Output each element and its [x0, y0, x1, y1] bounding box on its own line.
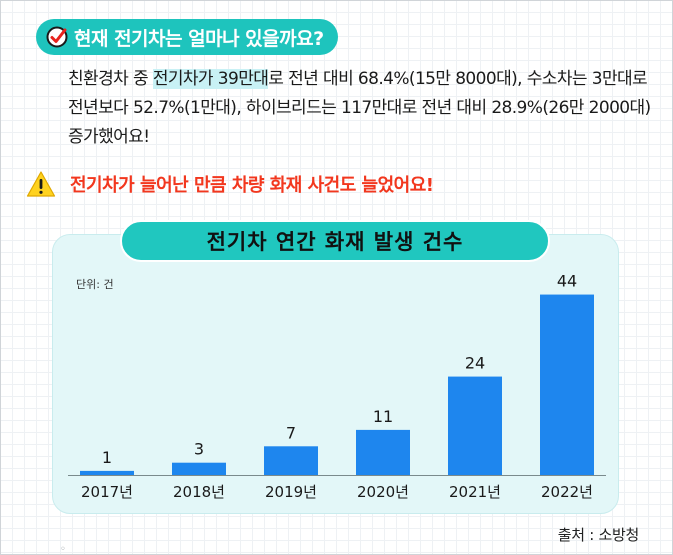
intro-paragraph: 친환경차 중 전기차가 39만대로 전년 대비 68.4%(15만 8000대)… — [68, 65, 658, 152]
tick-label-2018년: 2018년 — [173, 483, 225, 501]
paragraph-before: 친환경차 중 — [68, 69, 153, 89]
bar-2018년 — [172, 462, 226, 475]
data-label-2017년: 1 — [102, 448, 112, 467]
unit-label: 단위: 건 — [76, 278, 114, 291]
question-banner: 현재 전기차는 얼마나 있을까요? — [36, 19, 338, 55]
bar-2022년 — [540, 294, 594, 475]
bar-2020년 — [356, 429, 410, 475]
corner-mark: ◦ — [60, 544, 66, 555]
tick-label-2022년: 2022년 — [541, 483, 593, 501]
bar-2021년 — [448, 376, 502, 475]
check-icon — [46, 26, 68, 48]
source-label: 출처 : 소방청 — [557, 526, 640, 544]
data-label-2018년: 3 — [194, 440, 204, 459]
tick-label-2021년: 2021년 — [449, 483, 501, 501]
bar-2019년 — [264, 446, 318, 475]
data-label-2021년: 24 — [465, 354, 485, 373]
question-text: 현재 전기차는 얼마나 있을까요? — [74, 27, 324, 50]
data-label-2020년: 11 — [373, 407, 393, 426]
warning-icon — [26, 171, 56, 197]
tick-label-2019년: 2019년 — [265, 483, 317, 501]
warning-line: 전기차가 늘어난 만큼 차량 화재 사건도 늘었어요! — [26, 170, 434, 198]
data-label-2022년: 44 — [557, 272, 577, 291]
warning-text: 전기차가 늘어난 만큼 차량 화재 사건도 늘었어요! — [70, 175, 434, 196]
paragraph-highlight: 전기차가 39만대 — [152, 69, 269, 89]
tick-label-2020년: 2020년 — [357, 483, 409, 501]
chart-title: 전기차 연간 화재 발생 건수 — [120, 220, 550, 262]
bar-2017년 — [80, 470, 134, 475]
tick-label-2017년: 2017년 — [81, 483, 133, 501]
paragraph-after: 로 전년 대비 68.4%(15만 8000대), 수소차는 3만대로 전년보다… — [68, 69, 651, 147]
data-label-2019년: 7 — [286, 423, 296, 442]
